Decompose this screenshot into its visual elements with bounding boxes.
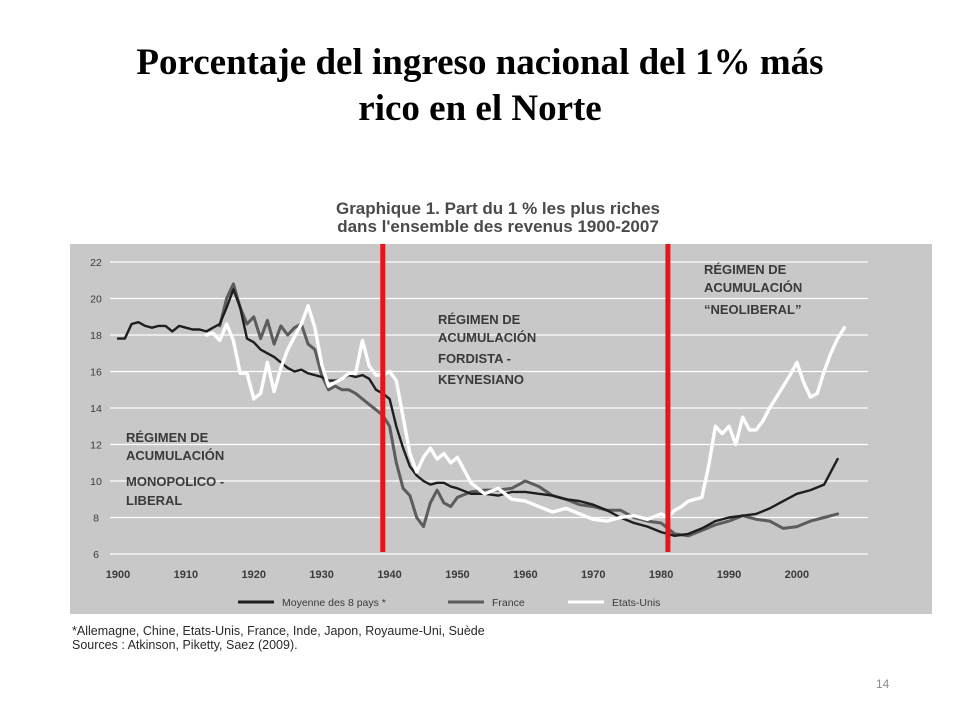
legend-etats-unis-label: Etats-Unis — [612, 597, 660, 609]
x-tick-label: 1970 — [581, 569, 605, 581]
annotation-neoliberal-line-2: ACUMULACIÓN — [704, 280, 802, 295]
y-tick-label: 12 — [90, 440, 102, 452]
annotation-fordista-line-1: RÉGIMEN DE — [438, 312, 521, 327]
chart-panel — [70, 244, 932, 614]
annotation-liberal-line-2: ACUMULACIÓN — [126, 448, 224, 463]
y-tick-label: 22 — [90, 257, 102, 269]
grid-layer — [110, 261, 868, 555]
x-axis: 1900 1910 1920 1930 1940 1950 1960 1970 1980 1990… — [106, 569, 809, 581]
series-line-etats-unis — [204, 304, 847, 523]
x-tick-label: 1920 — [242, 569, 266, 581]
legend-france-label: France — [492, 597, 525, 609]
annotation-fordista: RÉGIMEN DE ACUMULACIÓN FORDISTA - KEYNES… — [438, 312, 540, 387]
slide-title-line-2: rico en el Norte — [358, 88, 602, 129]
x-tick-label: 1950 — [445, 569, 469, 581]
y-tick-label: 18 — [90, 330, 102, 342]
annotation-neoliberal: RÉGIMEN DE ACUMULACIÓN “NEOLIBERAL” — [704, 262, 806, 317]
annotation-liberal: RÉGIMEN DE ACUMULACIÓN MONOPOLICO - LIBE… — [126, 430, 228, 508]
y-tick-label: 14 — [90, 403, 102, 415]
legend: Moyenne des 8 pays * France Etats-Unis — [238, 597, 660, 609]
slide-title: Porcentaje del ingreso nacional del 1% m… — [40, 40, 920, 132]
footnote-countries: *Allemagne, Chine, Etats-Unis, France, I… — [72, 624, 485, 638]
annotation-fordista-line-4: KEYNESIANO — [438, 372, 524, 387]
annotation-neoliberal-line-3: “NEOLIBERAL” — [704, 302, 802, 317]
y-tick-label: 20 — [90, 294, 102, 306]
y-tick-label: 10 — [90, 476, 102, 488]
annotation-liberal-line-3: MONOPOLICO - — [126, 474, 224, 489]
figure-title-line-1: Graphique 1. Part du 1 % les plus riches — [335, 199, 661, 218]
annotation-liberal-line-4: LIBERAL — [126, 493, 182, 508]
footnote: *Allemagne, Chine, Etats-Unis, France, I… — [72, 624, 485, 652]
x-tick-label: 2000 — [785, 569, 809, 581]
annotation-neoliberal-line-1: RÉGIMEN DE — [704, 262, 787, 277]
x-tick-label: 1990 — [717, 569, 741, 581]
y-tick-label: 16 — [90, 367, 102, 379]
x-tick-label: 1900 — [106, 569, 130, 581]
x-tick-label: 1930 — [309, 569, 333, 581]
series-line-france — [218, 282, 840, 538]
income-share-chart: 6 8 10 12 14 16 18 20 22 1900 1910 1920 1930 1940 195… — [70, 244, 932, 614]
y-tick-label: 8 — [93, 513, 99, 525]
x-tick-label: 1910 — [174, 569, 198, 581]
annotation-fordista-line-3: FORDISTA - — [438, 351, 511, 366]
slide-number: 14 — [876, 677, 890, 691]
figure-title-line-2: dans l'ensemble des revenus 1900-2007 — [337, 217, 659, 236]
y-tick-label: 6 — [93, 549, 99, 561]
x-tick-label: 1980 — [649, 569, 673, 581]
annotation-liberal-line-1: RÉGIMEN DE — [126, 430, 209, 445]
x-tick-label: 1940 — [377, 569, 401, 581]
chart-figure: 6 8 10 12 14 16 18 20 22 1900 1910 1920 1930 1940 195… — [68, 192, 934, 662]
slide-title-line-1: Porcentaje del ingreso nacional del 1% m… — [136, 42, 824, 83]
x-tick-label: 1960 — [513, 569, 537, 581]
figure-title: Graphique 1. Part du 1 % les plus riches… — [268, 200, 728, 236]
footnote-sources: Sources : Atkinson, Piketty, Saez (2009)… — [72, 638, 298, 652]
legend-moyenne-label: Moyenne des 8 pays * — [282, 597, 386, 609]
y-axis: 6 8 10 12 14 16 18 20 22 — [90, 257, 102, 561]
annotation-fordista-line-2: ACUMULACIÓN — [438, 330, 536, 345]
regime-boundaries — [380, 244, 671, 552]
